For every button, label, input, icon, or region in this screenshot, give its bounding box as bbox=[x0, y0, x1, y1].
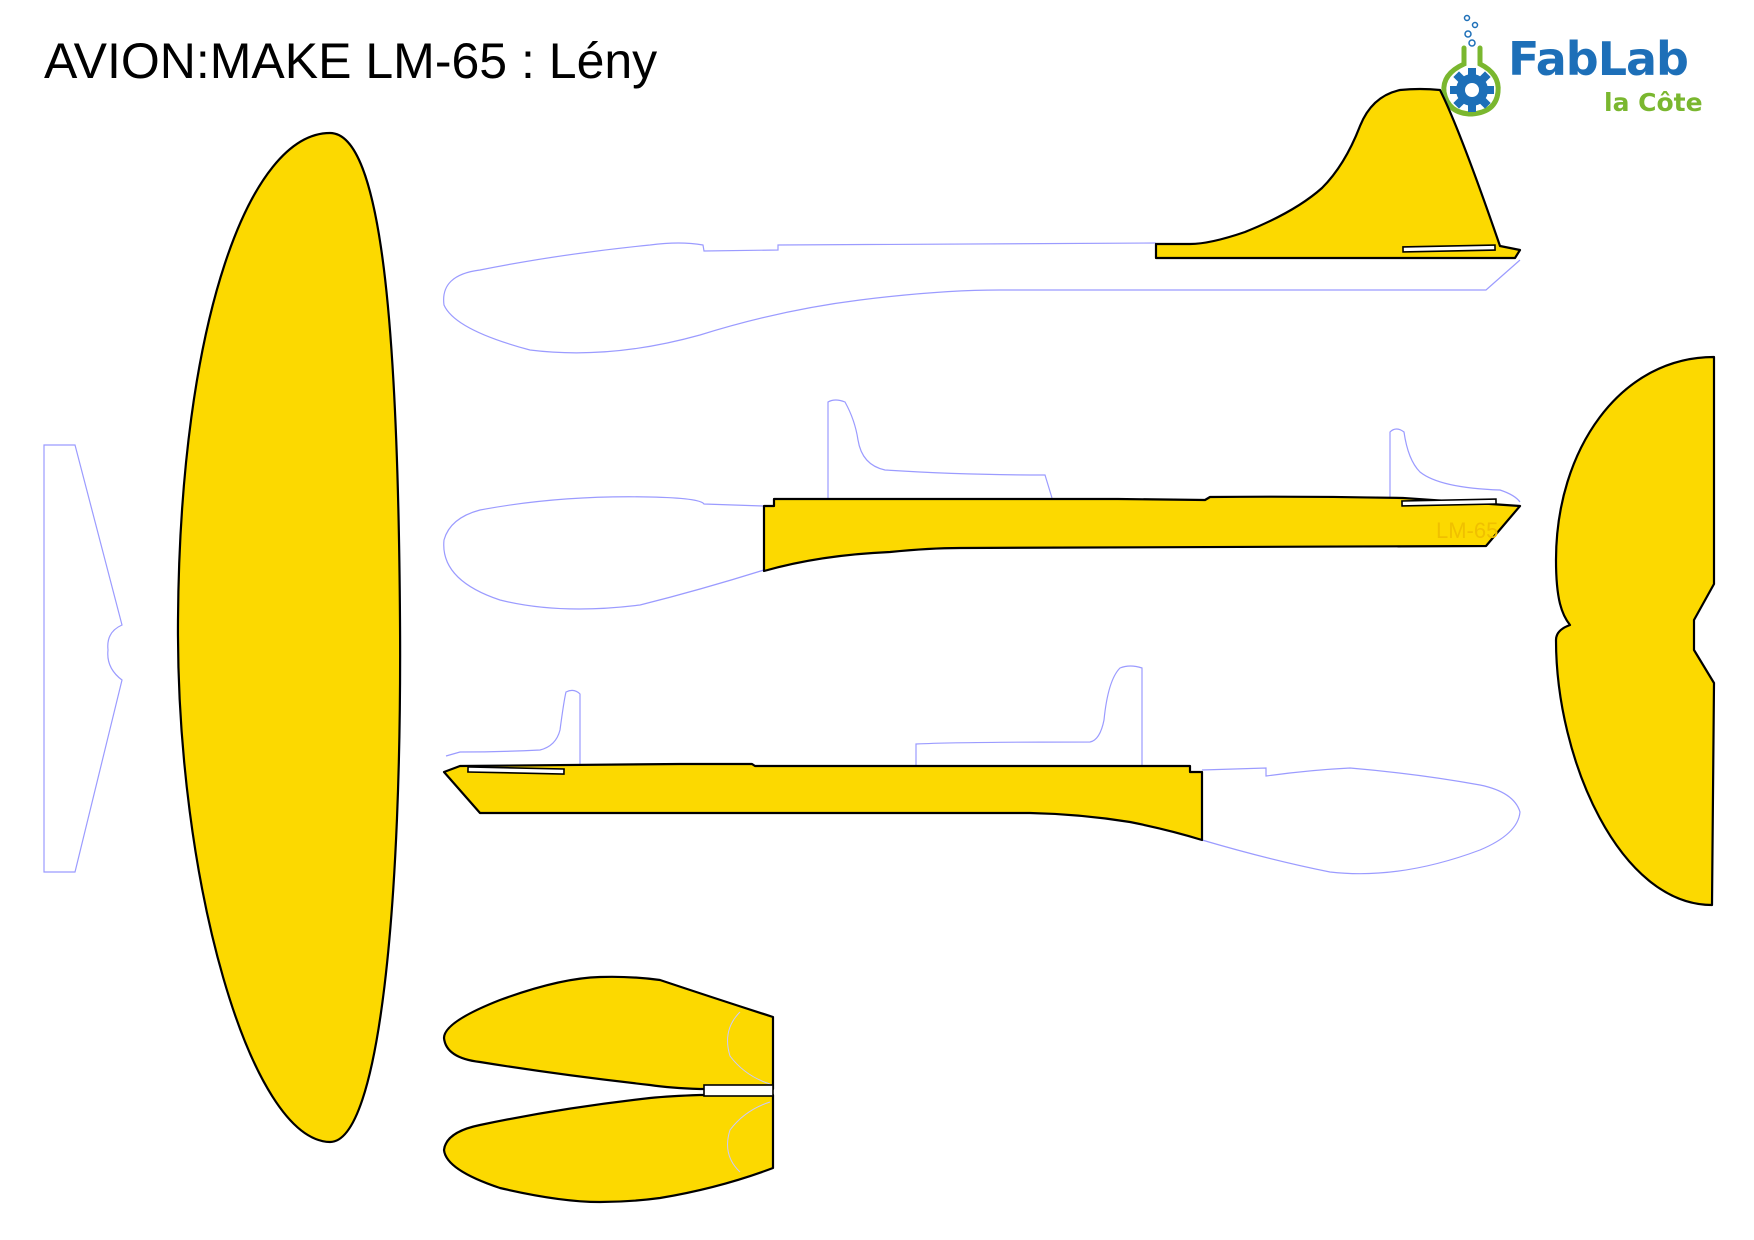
page-title: AVION:MAKE LM-65 : Lény bbox=[44, 33, 658, 89]
tail-engrave-lower bbox=[727, 1101, 771, 1173]
flask-gear-icon bbox=[1441, 14, 1501, 117]
main-wing-part bbox=[176, 131, 402, 1144]
tail-center-slot bbox=[703, 1084, 774, 1097]
stabilizer-slot-3 bbox=[467, 766, 565, 775]
fuselage-1-outline bbox=[443, 242, 1521, 354]
fuselage-2-nose-outline bbox=[443, 496, 765, 610]
tail-engrave-upper bbox=[727, 1011, 771, 1085]
logo-text-la-cote: la Côte bbox=[1604, 88, 1703, 117]
fuselage-3-body-part bbox=[442, 762, 1204, 842]
engraving-label: LM-65 bbox=[1436, 518, 1498, 543]
stabilizer-outline bbox=[43, 444, 123, 873]
stabilizer-slot-2 bbox=[1401, 498, 1497, 507]
tail-half-lower-part bbox=[442, 1093, 775, 1204]
stabilizer-slot-1 bbox=[1402, 244, 1496, 253]
fuselage-2-rear-fin-outline bbox=[1389, 428, 1521, 503]
fuselage-2-fin-outline bbox=[827, 399, 1053, 500]
fuselage-3-rear-fin-outline bbox=[915, 665, 1143, 765]
fuselage-3-nose-outline bbox=[1201, 767, 1521, 875]
logo-text-fablab: FabLab bbox=[1508, 32, 1689, 86]
fuselage-3-front-fin-outline bbox=[445, 689, 581, 770]
vertical-fin-part bbox=[1154, 87, 1522, 260]
tail-half-upper-part bbox=[442, 975, 775, 1091]
fuselage-2-body-part bbox=[762, 495, 1522, 573]
front-wing-part bbox=[1554, 355, 1716, 907]
fablab-logo: FabLab la Côte bbox=[1420, 12, 1720, 122]
